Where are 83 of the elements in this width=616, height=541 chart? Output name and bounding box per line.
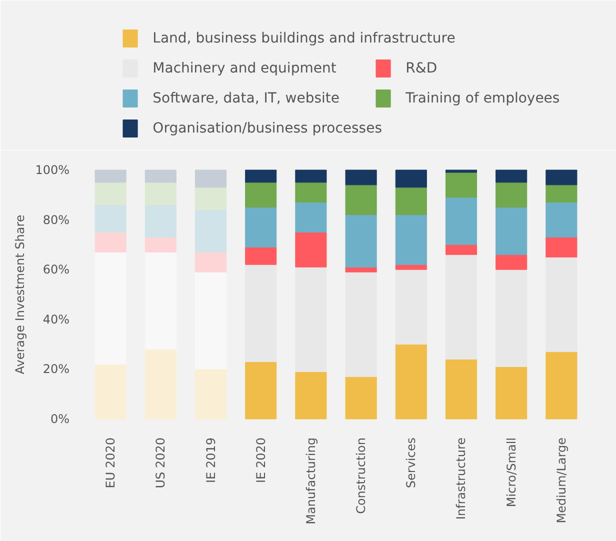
bar: [546, 170, 578, 186]
y-tick-label: 60%: [42, 262, 70, 277]
bar: [546, 352, 578, 420]
y-tick-label: 20%: [42, 362, 70, 376]
bar: [345, 184, 377, 216]
bar: [295, 170, 327, 183]
y-axis-title: Average Investment Share: [13, 214, 28, 374]
bar: [395, 187, 427, 216]
bar: [345, 266, 377, 272]
bar: [496, 182, 528, 208]
bar: [245, 207, 277, 248]
bar: [144, 349, 176, 420]
x-tick-label: Medium/Large: [554, 437, 568, 524]
y-tick-label: 100%: [35, 162, 70, 177]
bar: [194, 272, 227, 370]
bar: [496, 254, 528, 270]
bar: [144, 236, 176, 252]
bar: [94, 252, 126, 364]
x-tick-label: Services: [404, 437, 418, 488]
bar: [546, 236, 578, 258]
bar: [496, 170, 528, 183]
bar: [496, 269, 528, 367]
bar: [345, 272, 377, 377]
legend-label: Training of employees: [404, 90, 560, 106]
x-tick-label: EU 2020: [104, 438, 118, 488]
x-tick-label: Construction: [354, 438, 368, 514]
bar: [445, 172, 478, 198]
bar: [445, 254, 478, 360]
y-tick-label: 0%: [50, 412, 70, 426]
bar: [445, 170, 478, 173]
bar: [194, 170, 227, 188]
bar: [295, 266, 327, 372]
bar: [94, 232, 126, 252]
legend-label: Organisation/business processes: [152, 120, 382, 136]
bar: [295, 182, 327, 203]
bar: [245, 246, 277, 265]
legend-label: R&D: [406, 60, 438, 76]
bar: [245, 170, 277, 183]
y-tick-label: 80%: [42, 212, 70, 227]
bar: [144, 204, 176, 238]
bar: [546, 202, 578, 238]
bar: [144, 252, 176, 350]
x-tick-label: Infrastructure: [454, 437, 468, 520]
bar: [194, 187, 227, 210]
bar: [496, 366, 528, 420]
legend-label: Software, data, IT, website: [152, 90, 340, 106]
bar: [345, 376, 377, 420]
x-tick-label: Manufacturing: [304, 437, 318, 524]
bar: [395, 269, 427, 345]
bar: [395, 344, 427, 420]
bar: [245, 361, 277, 420]
bar: [94, 182, 126, 206]
bar: [395, 264, 427, 270]
bar: [194, 368, 227, 420]
bar: [445, 359, 478, 420]
bar: [546, 256, 578, 352]
bar: [194, 210, 227, 252]
bar: [245, 264, 277, 362]
legend-label: Land, business buildings and infrastructure: [152, 30, 456, 46]
x-tick-label: Micro/Small: [504, 437, 518, 508]
bar: [496, 207, 528, 255]
bar: [245, 182, 277, 208]
legend-label: Machinery and equipment: [152, 60, 337, 76]
bar: [295, 232, 327, 268]
bar: [295, 202, 327, 232]
bar: [345, 170, 377, 186]
bar: [94, 364, 126, 420]
bar: [546, 184, 578, 203]
bar: [194, 252, 227, 272]
bar: [395, 214, 427, 265]
bar: [144, 170, 176, 183]
x-tick-label: US 2020: [154, 437, 168, 488]
bar: [345, 214, 377, 268]
bar: [94, 170, 126, 183]
bar: [94, 204, 126, 232]
bar: [295, 371, 327, 420]
x-tick-label: IE 2020: [254, 437, 268, 483]
bar: [445, 197, 478, 245]
y-tick-label: 40%: [42, 312, 70, 326]
x-tick-label: IE 2019: [204, 437, 218, 483]
bar: [445, 244, 478, 255]
bar: [144, 182, 176, 206]
bar: [395, 170, 427, 188]
